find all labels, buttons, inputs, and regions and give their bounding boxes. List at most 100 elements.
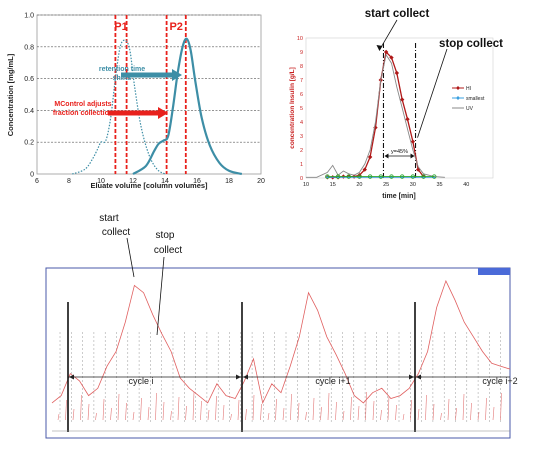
c3-noise-57 (485, 397, 487, 421)
c2-start-pointer (379, 19, 398, 51)
c1-xtick-6: 18 (225, 178, 233, 185)
c3-noise-23 (230, 413, 232, 421)
c2-point-hi-7 (362, 167, 367, 172)
c2-point-smallest-4 (368, 175, 372, 179)
c3-trace (51, 279, 511, 421)
c2-x-tick-labels: 10 15 20 25 30 35 40 (303, 182, 469, 188)
c2-ytick-10: 10 (297, 36, 303, 42)
c1-retention-arrow-head (172, 69, 182, 81)
c2-legend-label-hi: HI (466, 86, 471, 92)
c3-noise-26 (252, 394, 255, 421)
c2-point-series-3-8 (410, 174, 416, 179)
c1-xtick-0: 6 (35, 178, 39, 185)
c3-noise-18 (192, 391, 195, 421)
c2-legend: HI smallest UV (452, 86, 485, 112)
c3-noise-24 (237, 399, 240, 421)
c1-series-lines (71, 37, 243, 176)
c3-noise-0 (57, 413, 60, 421)
c2-point-series-3-4 (367, 174, 373, 179)
c3-noise-51 (440, 412, 442, 421)
c2-point-hi-8 (367, 154, 373, 160)
c3-annot-start: start (99, 213, 119, 224)
c2-ytick-5: 5 (300, 106, 303, 112)
c2-legend-label-smallest: smallest (466, 96, 485, 102)
c3-noise-49 (425, 394, 427, 421)
c3-noise-9 (125, 402, 127, 421)
c2-xlabel: time [min] (382, 193, 415, 200)
c3-noise-40 (357, 405, 360, 421)
c3-noise-8 (117, 393, 120, 421)
c3-noise-56 (477, 411, 480, 421)
c2-xtick-5: 35 (437, 182, 443, 188)
c1-fraction-label-p1: P1 (114, 21, 127, 33)
c2-annot-stop-collect: stop collect (439, 38, 503, 50)
c2-ytick-2: 2 (300, 148, 303, 154)
c1-xtick-7: 20 (257, 178, 265, 185)
c3-noise-41 (365, 391, 367, 421)
c1-y-tick-labels: 0 0.2 0.4 0.6 0.8 1.0 (24, 13, 34, 179)
c3-noise-47 (410, 399, 412, 421)
c2-ytick-8: 8 (300, 64, 303, 70)
c2-point-series-3-5 (378, 174, 383, 179)
c3-noise-34 (312, 397, 315, 421)
c3-annot-stop: stop (156, 230, 175, 241)
c3-noise-17 (185, 405, 187, 421)
c1-plot-frame (36, 14, 262, 175)
chart-insulin-collect: y=45% 0 1 2 3 4 5 6 7 8 9 10 10 15 20 25 30 35 40 time [… (289, 8, 503, 200)
c2-xtick-2: 20 (356, 182, 362, 188)
c3-noise-39 (350, 396, 352, 421)
c3-noise-3 (80, 394, 82, 421)
c2-stop-pointer (417, 48, 448, 138)
c2-ytick-7: 7 (300, 78, 303, 84)
c2-point-smallest-8 (411, 175, 415, 179)
c3-noise-28 (267, 412, 270, 421)
c3-noise-32 (297, 402, 300, 421)
c3-annot-start-collect: collect (102, 227, 131, 238)
c3-noise-13 (155, 392, 157, 421)
c3-noise-44 (387, 395, 390, 421)
c3-cycle-arrow-left-2 (416, 374, 421, 380)
c2-plot-frame (305, 37, 494, 179)
c2-point-smallest-0 (325, 175, 329, 179)
c2-ytick-4: 4 (300, 120, 303, 126)
c1-series-shifted (132, 37, 243, 176)
c1-annot-mcontrol-1: MControl adjusts (54, 101, 111, 108)
c3-noise-12 (147, 406, 150, 421)
c2-ytick-0: 0 (300, 176, 303, 182)
c3-noise-37 (335, 401, 337, 421)
c2-legend-marker-hi (456, 86, 460, 90)
c3-cycle-arrow-right-1 (236, 374, 241, 380)
c3-noise-19 (200, 400, 202, 421)
c2-ylabel: concentration Insulin [g/L] (289, 67, 296, 149)
c2-point-hi-14 (399, 97, 405, 102)
c3-noise-21 (215, 395, 217, 421)
c3-noise-1 (65, 399, 67, 421)
chart-elution-profile: P1 P2 0 0.2 0.4 0.6 0.8 1.0 6 8 10 12 14 16 18 20 Elu… (6, 13, 265, 191)
c3-cycle-arrow-left-1 (243, 374, 248, 380)
c2-series-lines (306, 49, 445, 180)
c3-cycle-label-3: cycle i+2 (482, 376, 517, 386)
c3-stop-pointer (156, 256, 165, 336)
c3-noise-29 (275, 398, 277, 421)
c2-xtick-1: 15 (330, 182, 336, 188)
c2-xtick-6: 40 (463, 182, 469, 188)
c2-ytick-1: 1 (300, 162, 303, 168)
c2-legend-marker-smallest (456, 96, 460, 100)
c3-noise-16 (177, 396, 180, 421)
c3-noise-52 (447, 398, 450, 421)
c3-noise-35 (320, 406, 322, 421)
c3-noise-31 (290, 393, 292, 421)
c3-noise-15 (170, 410, 172, 421)
c3-start-pointer (126, 237, 135, 278)
c3-noise-27 (260, 403, 262, 421)
c3-noise-42 (372, 400, 375, 421)
c3-noise-38 (342, 410, 345, 421)
c3-noise-10 (132, 411, 135, 421)
c3-noise-45 (395, 404, 397, 421)
c1-xtick-3: 12 (129, 178, 137, 185)
c2-point-series-3-7 (399, 174, 405, 179)
c2-point-hi-15 (405, 117, 410, 122)
c2-point-series-3-0 (325, 174, 330, 179)
c2-point-series-3-3 (357, 174, 362, 179)
